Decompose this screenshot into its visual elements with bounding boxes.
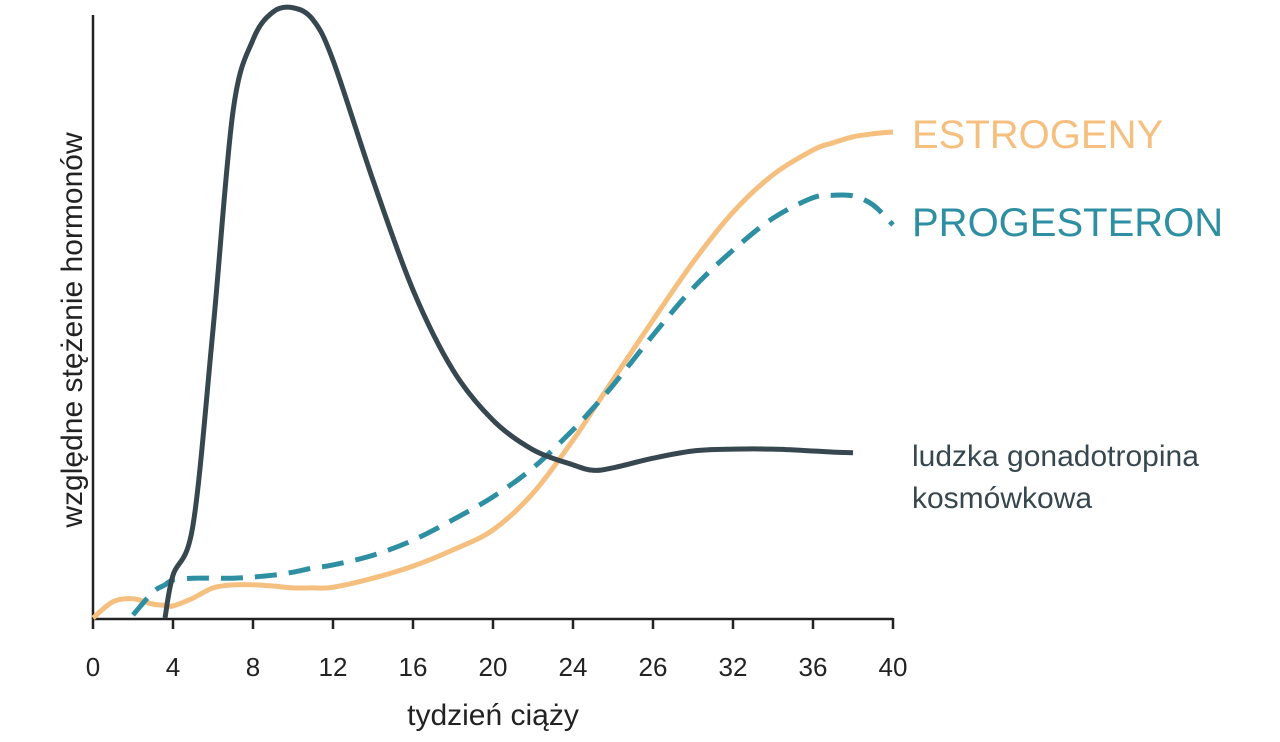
x-tick-label: 32 [719,652,748,682]
x-tick-label: 20 [479,652,508,682]
x-tick-label: 36 [799,652,828,682]
series-line [162,4,854,619]
x-tick-label: 12 [319,652,348,682]
x-tick-label: 16 [399,652,428,682]
series-line [91,129,894,620]
x-tick-label: 8 [246,652,260,682]
x-tick-label: 26 [639,652,668,682]
x-tick-label: 40 [879,652,908,682]
x-tick-label: 0 [86,652,100,682]
y-axis-title: względne stężenie hormonów [56,132,89,529]
series-line [131,192,895,617]
x-tick-label: 4 [166,652,180,682]
series-label: ESTROGENY [912,113,1164,157]
x-axis-title: tydzień ciąży [407,699,579,732]
series-label: ludzka gonadotropina kosmówkowa [912,440,1199,515]
series-label: PROGESTERON [912,201,1224,245]
x-tick-label: 24 [559,652,588,682]
